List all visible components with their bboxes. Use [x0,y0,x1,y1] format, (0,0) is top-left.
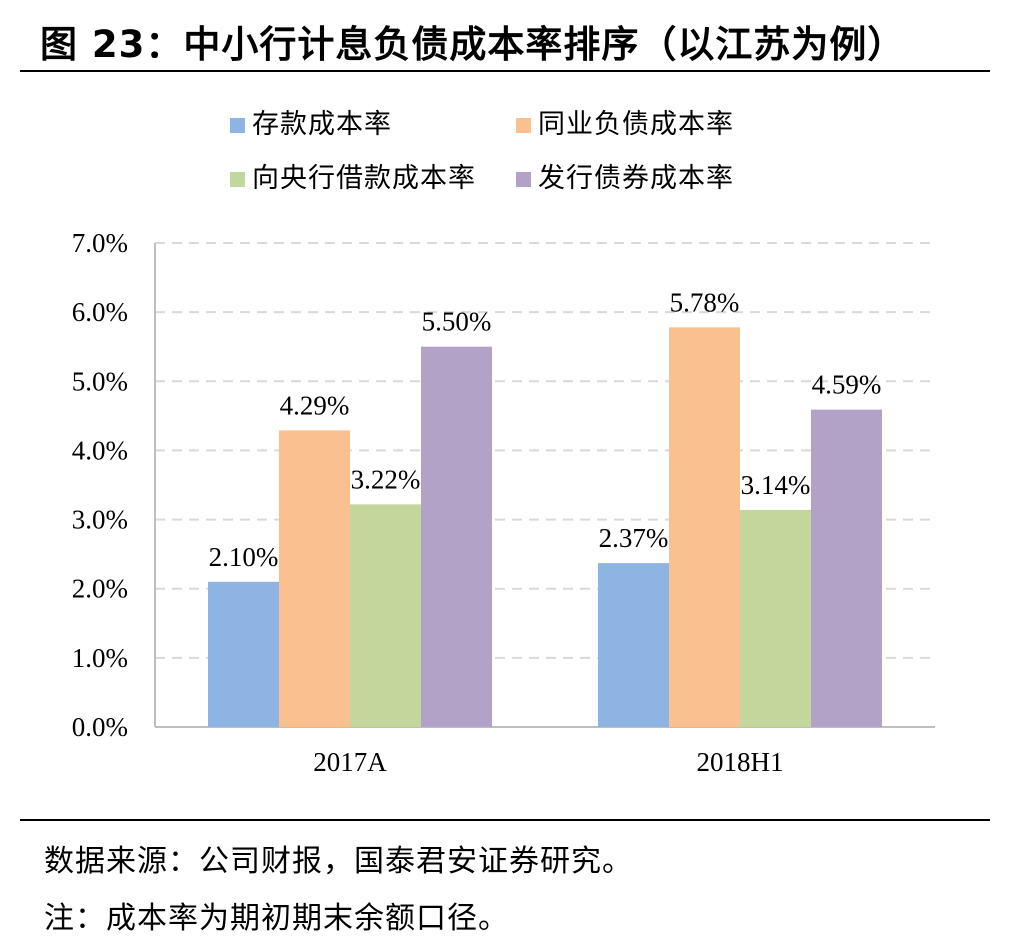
bar [350,504,421,727]
y-tick-label: 1.0% [72,643,128,673]
data-label: 2.37% [599,523,669,553]
data-label: 4.59% [812,370,882,400]
bar [279,430,350,727]
title-divider [20,70,990,72]
footnote: 注：成本率为期初期末余额口径。 [44,901,509,936]
data-label: 5.78% [670,287,740,317]
x-tick-label: 2017A [313,747,387,777]
bar-chart: 0.0% 1.0% 2.0% 3.0% 4.0% 5.0% 6.0% 7.0% 2.10% 4.2… [72,109,935,777]
legend-label: 存款成本率 [252,109,392,140]
legend-swatch [516,118,531,133]
y-tick-label: 7.0% [72,228,128,258]
source-note: 数据来源：公司财报，国泰君安证券研究。 [44,844,633,879]
footer-divider [20,819,990,821]
y-tick-label: 4.0% [72,435,128,465]
y-tick-label: 2.0% [72,574,128,604]
bar [208,581,279,727]
data-label: 3.14% [741,470,811,500]
data-label: 3.22% [351,464,421,494]
y-tick-label: 6.0% [72,297,128,327]
legend-label: 发行债券成本率 [538,163,734,194]
y-tick-label: 3.0% [72,505,128,535]
legend-swatch [230,118,245,133]
legend-label: 同业负债成本率 [538,109,734,140]
legend-swatch [516,172,531,187]
bar [598,563,669,727]
figure-title: 图 23：中小行计息负债成本率排序（以江苏为例） [40,23,906,66]
data-label: 2.10% [209,542,279,572]
legend-label: 向央行借款成本率 [252,163,476,194]
bar [669,327,740,727]
y-tick-label: 5.0% [72,366,128,396]
bar [421,346,492,727]
x-tick-label: 2018H1 [697,747,784,777]
data-label: 5.50% [422,307,492,337]
legend-swatch [230,172,245,187]
bar [811,409,882,727]
y-tick-label: 0.0% [72,712,128,742]
data-label: 4.29% [280,390,350,420]
bar [740,509,811,727]
